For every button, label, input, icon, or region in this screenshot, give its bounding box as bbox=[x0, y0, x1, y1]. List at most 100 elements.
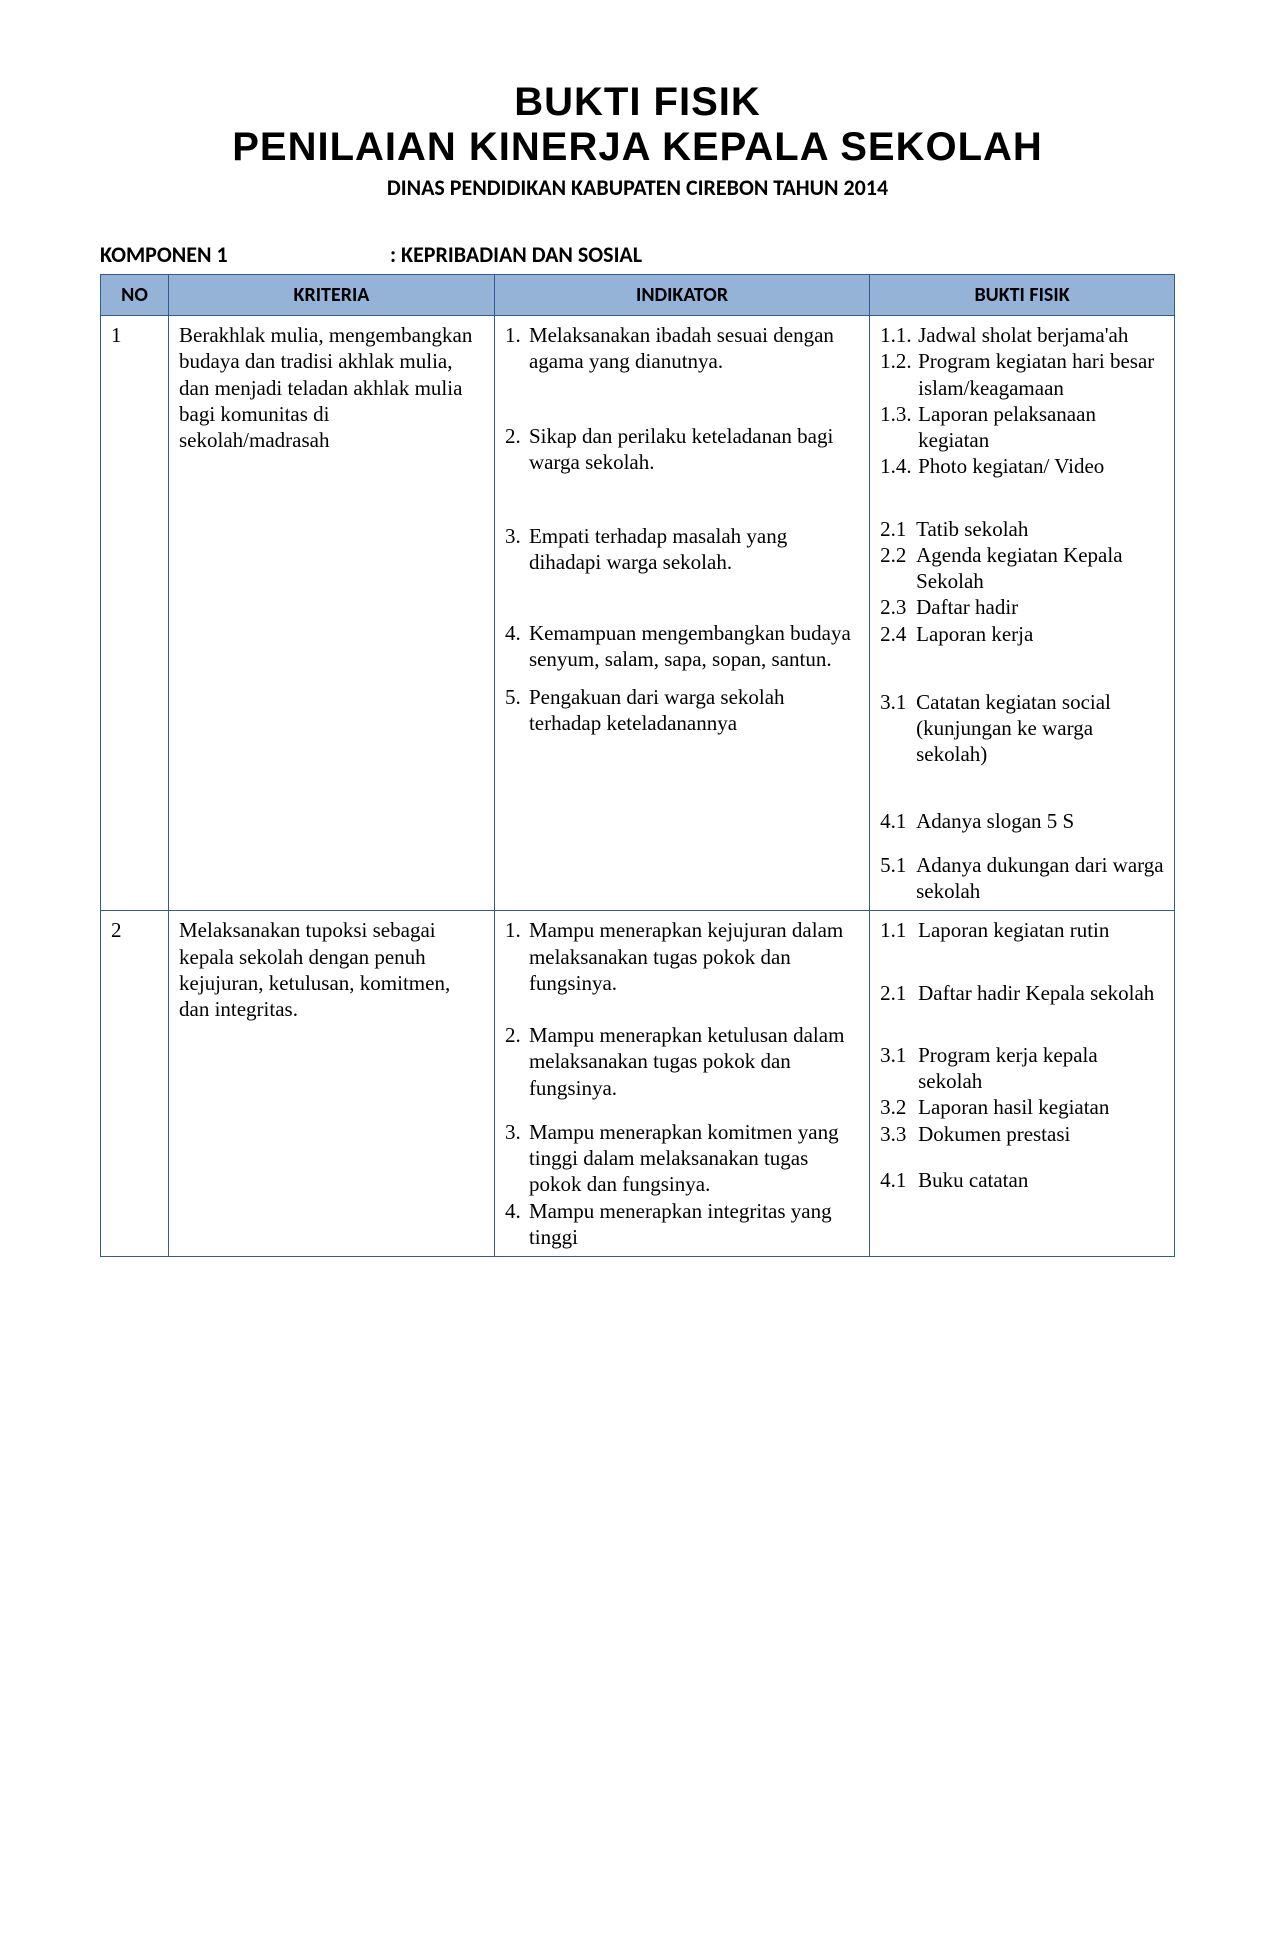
bukti-item: 2.4Laporan kerja bbox=[880, 621, 1164, 647]
indikator-text: Empati terhadap masalah yang dihadapi wa… bbox=[529, 523, 859, 576]
bukti-number: 4.1 bbox=[880, 808, 916, 834]
indikator-number: 4. bbox=[505, 1198, 529, 1251]
indikator-number: 1. bbox=[505, 917, 529, 996]
indikator-number: 3. bbox=[505, 1119, 529, 1198]
header-indikator: INDIKATOR bbox=[494, 275, 869, 316]
bukti-item: 4.1Adanya slogan 5 S bbox=[880, 808, 1164, 834]
indikator-text: Mampu menerapkan kejujuran dalam melaksa… bbox=[529, 917, 859, 996]
indikator-number: 2. bbox=[505, 1022, 529, 1101]
bukti-text: Buku catatan bbox=[918, 1167, 1164, 1193]
bukti-text: Laporan kerja bbox=[916, 621, 1164, 647]
indikator-number: 4. bbox=[505, 620, 529, 673]
indikator-item: 3.Empati terhadap masalah yang dihadapi … bbox=[505, 523, 859, 576]
bukti-text: Tatib sekolah bbox=[916, 516, 1164, 542]
bukti-number: 2.1 bbox=[880, 516, 916, 542]
main-title-line1: BUKTI FISIK bbox=[100, 80, 1175, 125]
assessment-table: NO KRITERIA INDIKATOR BUKTI FISIK 1Berak… bbox=[100, 274, 1175, 1257]
bukti-text: Adanya dukungan dari warga sekolah bbox=[916, 852, 1164, 905]
bukti-text: Adanya slogan 5 S bbox=[916, 808, 1164, 834]
bukti-number: 5.1 bbox=[880, 852, 916, 905]
bukti-item: 2.3Daftar hadir bbox=[880, 594, 1164, 620]
bukti-text: Laporan hasil kegiatan bbox=[918, 1094, 1164, 1120]
header-kriteria: KRITERIA bbox=[169, 275, 495, 316]
bukti-number: 1.3. bbox=[880, 401, 918, 454]
indikator-text: Mampu menerapkan komitmen yang tinggi da… bbox=[529, 1119, 859, 1198]
title-block: BUKTI FISIK PENILAIAN KINERJA KEPALA SEK… bbox=[100, 80, 1175, 201]
indikator-text: Melaksanakan ibadah sesuai dengan agama … bbox=[529, 322, 859, 375]
bukti-text: Agenda kegiatan Kepala Sekolah bbox=[916, 542, 1164, 595]
bukti-number: 3.1 bbox=[880, 689, 916, 768]
bukti-item: 1.3.Laporan pelaksanaan kegiatan bbox=[880, 401, 1164, 454]
bukti-group: 5.1Adanya dukungan dari warga sekolah bbox=[880, 852, 1164, 905]
indikator-item: 1.Mampu menerapkan kejujuran dalam melak… bbox=[505, 917, 859, 996]
bukti-text: Laporan kegiatan rutin bbox=[918, 917, 1164, 943]
indikator-text: Mampu menerapkan integritas yang tinggi bbox=[529, 1198, 859, 1251]
bukti-number: 1.4. bbox=[880, 453, 918, 479]
bukti-number: 3.2 bbox=[880, 1094, 918, 1120]
bukti-group: 4.1Buku catatan bbox=[880, 1167, 1164, 1193]
bukti-group: 3.1Catatan kegiatan social (kunjungan ke… bbox=[880, 689, 1164, 768]
komponen-label: KOMPONEN 1 bbox=[100, 241, 390, 268]
indikator-item: 4.Kemampuan mengembangkan budaya senyum,… bbox=[505, 620, 859, 673]
bukti-number: 2.2 bbox=[880, 542, 916, 595]
indikator-item: 1.Melaksanakan ibadah sesuai dengan agam… bbox=[505, 322, 859, 375]
cell-no: 2 bbox=[101, 911, 169, 1257]
indikator-item: 2.Mampu menerapkan ketulusan dalam melak… bbox=[505, 1022, 859, 1101]
cell-indikator: 1.Mampu menerapkan kejujuran dalam melak… bbox=[494, 911, 869, 1257]
header-no: NO bbox=[101, 275, 169, 316]
komponen-value: : KEPRIBADIAN DAN SOSIAL bbox=[390, 241, 642, 268]
bukti-item: 2.2Agenda kegiatan Kepala Sekolah bbox=[880, 542, 1164, 595]
bukti-number: 1.2. bbox=[880, 348, 918, 401]
indikator-text: Kemampuan mengembangkan budaya senyum, s… bbox=[529, 620, 859, 673]
bukti-item: 2.1Daftar hadir Kepala sekolah bbox=[880, 980, 1164, 1006]
indikator-number: 5. bbox=[505, 684, 529, 737]
indikator-text: Sikap dan perilaku keteladanan bagi warg… bbox=[529, 423, 859, 476]
bukti-group: 2.1Tatib sekolah2.2Agenda kegiatan Kepal… bbox=[880, 516, 1164, 647]
cell-kriteria: Berakhlak mulia, mengembangkan budaya da… bbox=[169, 316, 495, 911]
bukti-number: 1.1 bbox=[880, 917, 918, 943]
bukti-text: Laporan pelaksanaan kegiatan bbox=[918, 401, 1164, 454]
indikator-number: 3. bbox=[505, 523, 529, 576]
bukti-number: 3.3 bbox=[880, 1121, 918, 1147]
bukti-item: 1.1Laporan kegiatan rutin bbox=[880, 917, 1164, 943]
bukti-number: 2.1 bbox=[880, 980, 918, 1006]
bukti-text: Photo kegiatan/ Video bbox=[918, 453, 1164, 479]
bukti-group: 1.1.Jadwal sholat berjama'ah1.2.Program … bbox=[880, 322, 1164, 480]
bukti-text: Program kegiatan hari besar islam/keagam… bbox=[918, 348, 1164, 401]
bukti-item: 3.1Catatan kegiatan social (kunjungan ke… bbox=[880, 689, 1164, 768]
header-bukti: BUKTI FISIK bbox=[870, 275, 1175, 316]
bukti-number: 3.1 bbox=[880, 1042, 918, 1095]
bukti-item: 4.1Buku catatan bbox=[880, 1167, 1164, 1193]
bukti-text: Catatan kegiatan social (kunjungan ke wa… bbox=[916, 689, 1164, 768]
indikator-item: 3.Mampu menerapkan komitmen yang tinggi … bbox=[505, 1119, 859, 1198]
komponen-row: KOMPONEN 1 : KEPRIBADIAN DAN SOSIAL bbox=[100, 241, 1175, 268]
bukti-item: 3.3Dokumen prestasi bbox=[880, 1121, 1164, 1147]
cell-bukti: 1.1Laporan kegiatan rutin 2.1Daftar hadir… bbox=[870, 911, 1175, 1257]
indikator-item: 5.Pengakuan dari warga sekolah terhadap … bbox=[505, 684, 859, 737]
table-row: 1Berakhlak mulia, mengembangkan budaya d… bbox=[101, 316, 1175, 911]
indikator-text: Pengakuan dari warga sekolah terhadap ke… bbox=[529, 684, 859, 737]
bukti-item: 1.2.Program kegiatan hari besar islam/ke… bbox=[880, 348, 1164, 401]
bukti-group: 1.1Laporan kegiatan rutin bbox=[880, 917, 1164, 943]
table-body: 1Berakhlak mulia, mengembangkan budaya d… bbox=[101, 316, 1175, 1257]
bukti-text: Daftar hadir Kepala sekolah bbox=[918, 980, 1164, 1006]
indikator-number: 2. bbox=[505, 423, 529, 476]
main-title-line2: PENILAIAN KINERJA KEPALA SEKOLAH bbox=[100, 125, 1175, 170]
bukti-number: 2.3 bbox=[880, 594, 916, 620]
bukti-item: 5.1Adanya dukungan dari warga sekolah bbox=[880, 852, 1164, 905]
bukti-text: Jadwal sholat berjama'ah bbox=[918, 322, 1164, 348]
bukti-item: 1.4.Photo kegiatan/ Video bbox=[880, 453, 1164, 479]
bukti-number: 2.4 bbox=[880, 621, 916, 647]
bukti-text: Dokumen prestasi bbox=[918, 1121, 1164, 1147]
indikator-item: 2.Sikap dan perilaku keteladanan bagi wa… bbox=[505, 423, 859, 476]
table-row: 2Melaksanakan tupoksi sebagai kepala sek… bbox=[101, 911, 1175, 1257]
bukti-item: 2.1Tatib sekolah bbox=[880, 516, 1164, 542]
table-header: NO KRITERIA INDIKATOR BUKTI FISIK bbox=[101, 275, 1175, 316]
cell-kriteria: Melaksanakan tupoksi sebagai kepala seko… bbox=[169, 911, 495, 1257]
subtitle: DINAS PENDIDIKAN KABUPATEN CIREBON TAHUN… bbox=[100, 174, 1175, 201]
bukti-number: 1.1. bbox=[880, 322, 918, 348]
bukti-item: 3.1Program kerja kepala sekolah bbox=[880, 1042, 1164, 1095]
cell-bukti: 1.1.Jadwal sholat berjama'ah1.2.Program … bbox=[870, 316, 1175, 911]
indikator-number: 1. bbox=[505, 322, 529, 375]
bukti-number: 4.1 bbox=[880, 1167, 918, 1193]
